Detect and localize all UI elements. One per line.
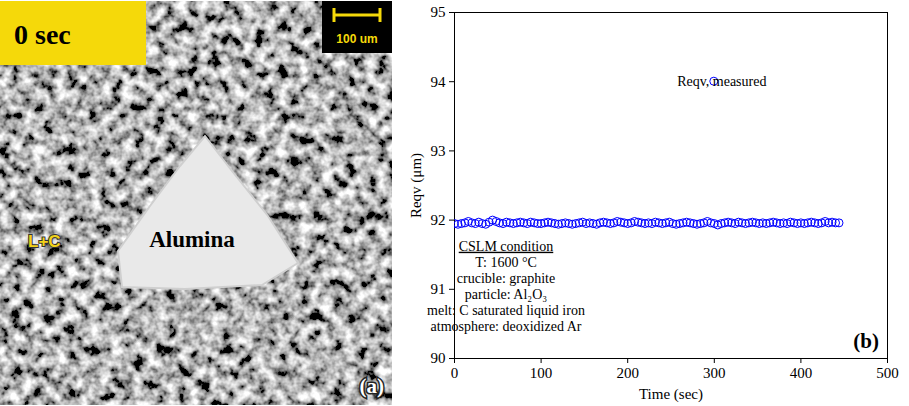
svg-text:90: 90 [431,350,446,366]
svg-text:95: 95 [431,4,446,20]
svg-text:Reqv, measured: Reqv, measured [677,74,766,89]
svg-text:melt: C saturated liquid iron: melt: C saturated liquid iron [427,303,585,318]
svg-text:300: 300 [703,365,726,381]
svg-text:atmosphere: deoxidized Ar: atmosphere: deoxidized Ar [431,319,582,334]
svg-text:100: 100 [530,365,553,381]
svg-text:0 sec: 0 sec [14,19,71,50]
svg-text:L+C: L+C [28,232,61,251]
svg-text:0: 0 [451,365,459,381]
svg-text:CSLM condition: CSLM condition [459,239,554,254]
svg-text:(b): (b) [853,329,879,353]
svg-text:94: 94 [431,74,447,90]
svg-text:Time (sec): Time (sec) [639,386,703,403]
svg-text:92: 92 [431,212,446,228]
svg-text:(a): (a) [360,374,385,398]
svg-text:Alumina: Alumina [149,227,235,252]
svg-text:Reqv (μm): Reqv (μm) [408,153,425,218]
svg-text:400: 400 [790,365,813,381]
svg-text:particle: Al₂O₃: particle: Al₂O₃ [465,287,548,302]
svg-text:500: 500 [876,365,899,381]
svg-text:93: 93 [431,143,446,159]
svg-text:T: 1600 °C: T: 1600 °C [475,255,537,270]
svg-text:100 um: 100 um [336,32,377,46]
svg-text:crucible: graphite: crucible: graphite [457,271,555,286]
svg-text:91: 91 [431,281,446,297]
svg-text:200: 200 [616,365,639,381]
